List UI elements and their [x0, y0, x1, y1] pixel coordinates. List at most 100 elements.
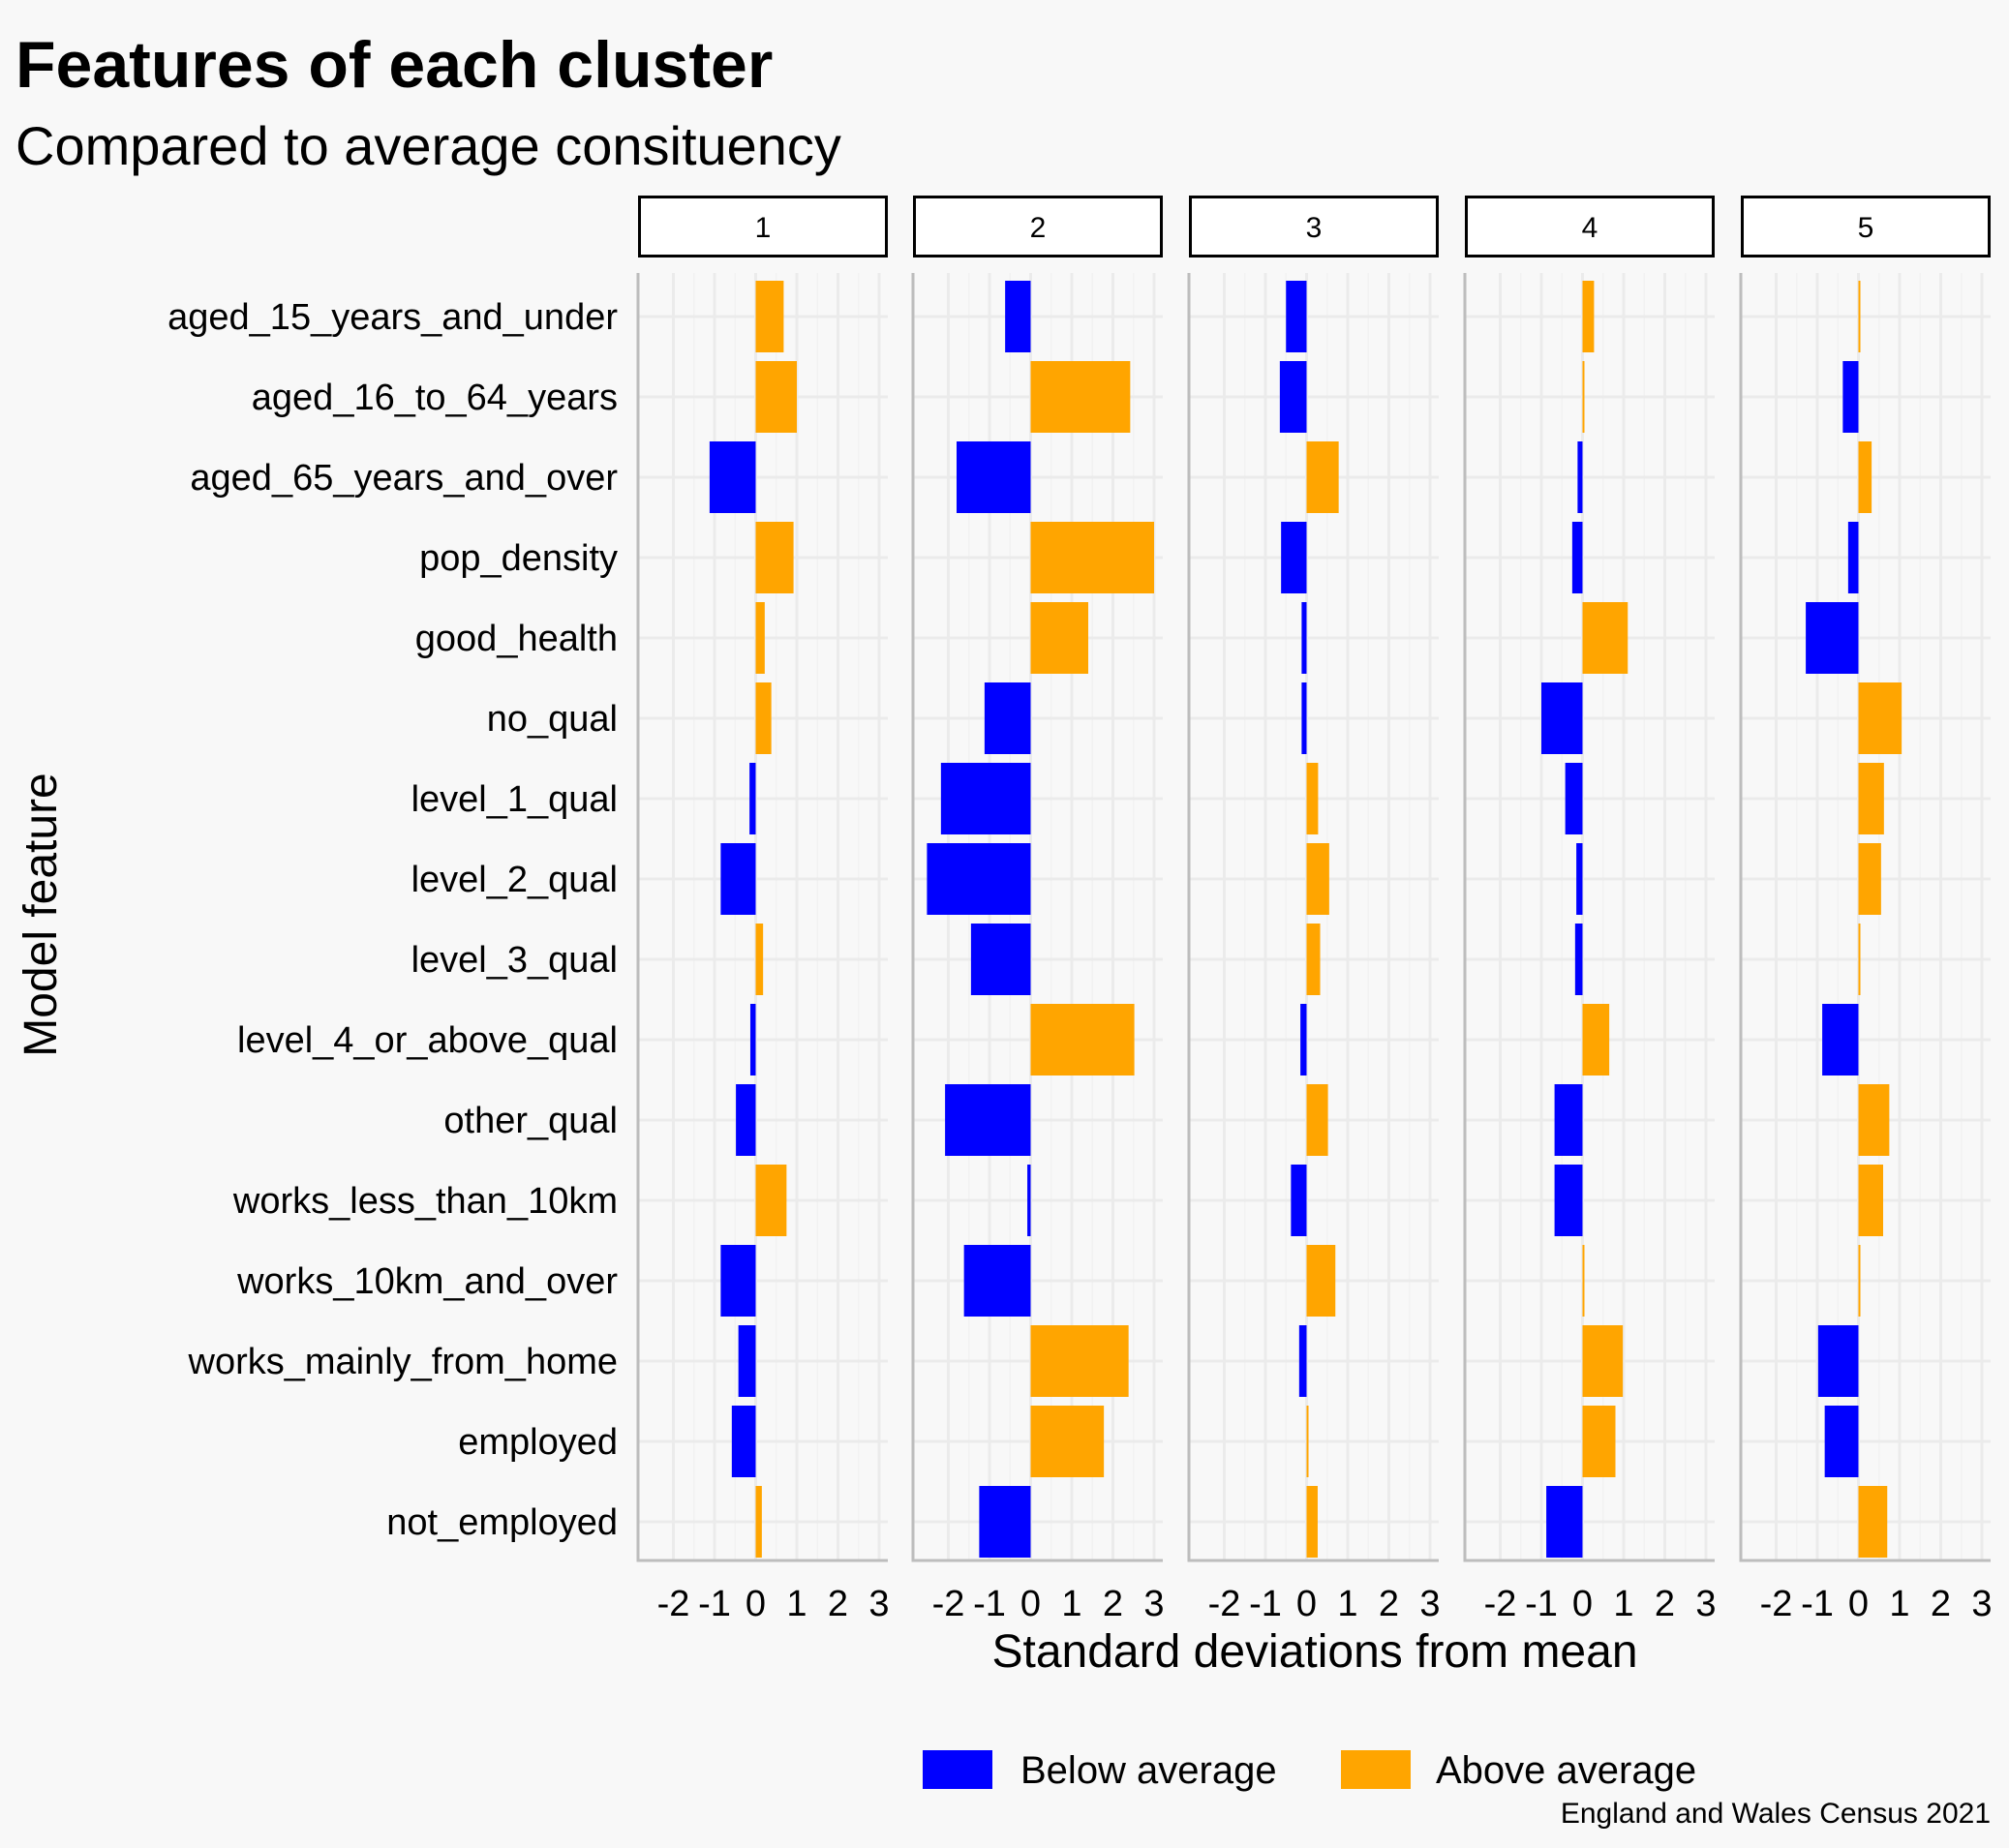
- facet-strip: [1465, 196, 1715, 258]
- bar-no_qual-cluster-1: [755, 682, 772, 754]
- bar-works_10km_and_over-cluster-1: [720, 1245, 756, 1317]
- bar-other_qual-cluster-4: [1554, 1084, 1583, 1156]
- bar-not_employed-cluster-2: [979, 1486, 1031, 1558]
- x-tick-label: -2: [1760, 1584, 1793, 1624]
- bar-other_qual-cluster-3: [1306, 1084, 1328, 1156]
- bar-level_4_or_above_qual-cluster-1: [749, 1004, 756, 1075]
- bars: [709, 281, 797, 1558]
- x-tick-label: -1: [698, 1584, 731, 1624]
- bar-works_mainly_from_home-cluster-2: [1030, 1325, 1129, 1397]
- category-label: level_4_or_above_qual: [237, 1020, 618, 1061]
- category-label: employed: [458, 1422, 618, 1463]
- bar-no_qual-cluster-2: [984, 682, 1031, 754]
- bar-employed-cluster-3: [1306, 1406, 1309, 1477]
- caption: England and Wales Census 2021: [1561, 1798, 1991, 1830]
- x-tick-label: 2: [1931, 1584, 1951, 1624]
- bar-not_employed-cluster-3: [1306, 1486, 1318, 1558]
- y-axis-title: Model feature: [15, 773, 67, 1057]
- bar-good_health-cluster-5: [1806, 602, 1859, 674]
- bar-level_2_qual-cluster-1: [720, 843, 756, 915]
- bar-works_less_than_10km-cluster-3: [1291, 1165, 1307, 1236]
- x-tick-label: 1: [786, 1584, 807, 1624]
- facet-panels: 1-2 -1 0 1 2 32-2 -1 0 1 2 33-2 -1 0 1 2 34-2 -1 0 1 2 35-2-…: [636, 196, 1993, 1624]
- grid: [638, 273, 888, 1560]
- bar-level_3_qual-cluster-4: [1574, 924, 1583, 995]
- bar-level_4_or_above_qual-cluster-3: [1300, 1004, 1307, 1075]
- category-label: level_1_qual: [411, 779, 618, 820]
- bar-no_qual-cluster-4: [1541, 682, 1583, 754]
- bar-good_health-cluster-4: [1582, 602, 1629, 674]
- bar-aged_16_to_64_years-cluster-4: [1582, 361, 1585, 433]
- x-axis-title: Standard deviations from mean: [991, 1626, 1637, 1678]
- x-tick-label: -1: [1249, 1584, 1282, 1624]
- chart-title: Features of each cluster: [15, 28, 773, 102]
- bar-pop_density-cluster-2: [1030, 522, 1154, 593]
- category-label: works_less_than_10km: [232, 1181, 618, 1222]
- bar-employed-cluster-5: [1824, 1406, 1859, 1477]
- facet-strip: [638, 196, 888, 258]
- x-tick-label: 0: [1020, 1584, 1041, 1624]
- x-tick-labels: -2 -1 0 1 2 3: [1208, 1584, 1441, 1624]
- x-tick-label: 1: [1889, 1584, 1909, 1624]
- bar-aged_65_years_and_over-cluster-3: [1306, 441, 1339, 513]
- bar-level_4_or_above_qual-cluster-4: [1582, 1004, 1610, 1075]
- legend-swatch-below: [923, 1750, 992, 1789]
- bars: [927, 281, 1154, 1558]
- facet-panel-1: 1-2 -1 0 1 2 3: [636, 196, 890, 1624]
- bar-good_health-cluster-3: [1301, 602, 1307, 674]
- chart-subtitle: Compared to average consituency: [15, 115, 841, 176]
- bar-level_2_qual-cluster-3: [1306, 843, 1329, 915]
- bar-aged_65_years_and_over-cluster-2: [957, 441, 1031, 513]
- category-label: level_2_qual: [411, 860, 618, 900]
- bar-level_3_qual-cluster-5: [1858, 924, 1861, 995]
- bar-no_qual-cluster-3: [1301, 682, 1307, 754]
- bar-works_mainly_from_home-cluster-5: [1817, 1325, 1859, 1397]
- bar-level_3_qual-cluster-2: [970, 924, 1031, 995]
- bars: [1279, 281, 1339, 1558]
- bar-good_health-cluster-2: [1030, 602, 1088, 674]
- bar-works_10km_and_over-cluster-4: [1582, 1245, 1585, 1317]
- facet-strip: [1189, 196, 1439, 258]
- bar-level_2_qual-cluster-5: [1858, 843, 1881, 915]
- bar-level_1_qual-cluster-1: [749, 763, 756, 834]
- category-label: other_qual: [443, 1101, 618, 1141]
- x-tick-label: 1: [1613, 1584, 1633, 1624]
- bar-not_employed-cluster-1: [755, 1486, 762, 1558]
- bar-aged_65_years_and_over-cluster-4: [1577, 441, 1583, 513]
- bar-works_mainly_from_home-cluster-3: [1298, 1325, 1307, 1397]
- bar-other_qual-cluster-2: [945, 1084, 1031, 1156]
- bar-pop_density-cluster-3: [1281, 522, 1307, 593]
- category-label: no_qual: [487, 699, 618, 740]
- x-tick-label: -2: [657, 1584, 690, 1624]
- bar-no_qual-cluster-5: [1858, 682, 1902, 754]
- category-label: level_3_qual: [411, 940, 618, 981]
- category-label: works_mainly_from_home: [188, 1342, 619, 1382]
- bar-aged_16_to_64_years-cluster-3: [1279, 361, 1307, 433]
- x-tick-label: 2: [1103, 1584, 1123, 1624]
- bar-level_1_qual-cluster-5: [1858, 763, 1884, 834]
- facet-strip: [913, 196, 1163, 258]
- bar-aged_15_years_and_under-cluster-1: [755, 281, 784, 352]
- bars: [1541, 281, 1629, 1558]
- bar-not_employed-cluster-5: [1858, 1486, 1888, 1558]
- bar-level_1_qual-cluster-3: [1306, 763, 1319, 834]
- category-labels: aged_15_years_and_under aged_16_to_64_yea…: [167, 297, 618, 1543]
- facet-strip-label: 3: [1306, 212, 1323, 244]
- bar-aged_65_years_and_over-cluster-1: [709, 441, 756, 513]
- legend: Below average Above average: [923, 1749, 1696, 1792]
- grid: [1741, 273, 1991, 1560]
- bars: [1806, 281, 1902, 1558]
- x-tick-label: -1: [973, 1584, 1006, 1624]
- bar-works_less_than_10km-cluster-4: [1554, 1165, 1583, 1236]
- bar-aged_15_years_and_under-cluster-2: [1005, 281, 1031, 352]
- category-label: aged_15_years_and_under: [167, 297, 618, 338]
- bar-not_employed-cluster-4: [1546, 1486, 1583, 1558]
- bar-aged_16_to_64_years-cluster-2: [1030, 361, 1131, 433]
- x-tick-label: 1: [1061, 1584, 1081, 1624]
- legend-label: Below average: [1020, 1749, 1277, 1792]
- x-tick-label: 3: [1419, 1584, 1440, 1624]
- bar-employed-cluster-2: [1030, 1406, 1105, 1477]
- bar-aged_65_years_and_over-cluster-5: [1858, 441, 1872, 513]
